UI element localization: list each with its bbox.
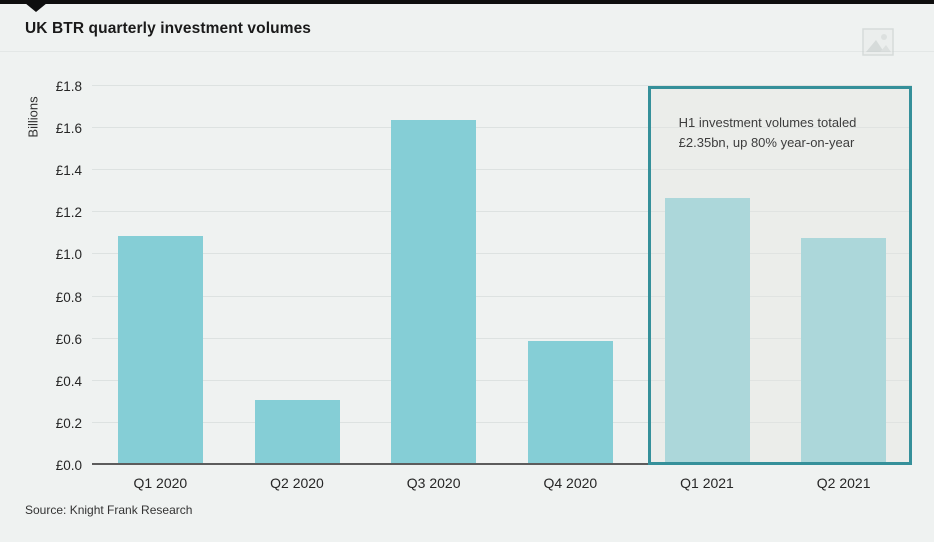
triangle-down-marker: [25, 3, 47, 12]
gridline: [92, 85, 912, 86]
image-placeholder-icon: [862, 28, 894, 56]
source-text: Source: Knight Frank Research: [25, 503, 193, 517]
bar-q1-2021: [664, 197, 750, 465]
bar-q4-2020: [527, 340, 613, 465]
x-axis-baseline: [92, 463, 912, 465]
y-tick-label: £1.4: [55, 163, 82, 179]
y-tick-label: £0.8: [55, 289, 82, 305]
x-tick-label: Q2 2021: [816, 475, 871, 491]
y-tick-label: £1.6: [55, 121, 82, 137]
bar-q1-2020: [117, 235, 203, 465]
gridline: [92, 169, 912, 171]
y-tick-label: £0.0: [55, 458, 82, 473]
highlight-box: H1 investment volumes totaled £2.35bn, u…: [647, 86, 912, 465]
gridline: [92, 127, 912, 129]
x-tick-label: Q2 2020: [270, 475, 324, 491]
gridline: [92, 295, 912, 297]
gridline: [92, 337, 912, 339]
gridline: [92, 421, 912, 423]
top-black-bar: [0, 0, 934, 4]
y-tick-label: £0.2: [55, 415, 82, 431]
x-tick-label: Q1 2021: [680, 475, 734, 491]
y-tick-label: £1.2: [55, 205, 82, 221]
annotation-text: H1 investment volumes totaled £2.35bn, u…: [678, 115, 857, 150]
x-tick-label: Q3 2020: [406, 475, 461, 491]
y-tick-label: £1.8: [55, 79, 82, 94]
x-tick-label: Q4 2020: [543, 475, 598, 491]
header-divider: [0, 51, 934, 52]
y-tick-label: £0.4: [55, 373, 82, 389]
gridline: [92, 253, 912, 255]
bar-q2-2021: [801, 237, 887, 465]
gridline: [92, 211, 912, 213]
bar-q3-2020: [391, 119, 477, 465]
y-tick-label: £1.0: [55, 247, 82, 263]
y-axis-title: Billions: [25, 96, 41, 138]
bar-q2-2020: [254, 399, 340, 465]
y-tick-label: £0.6: [55, 331, 82, 347]
plot-area: £0.0 £0.2 £0.4 £0.6 £0.8 £1.0 £1.2 £1.4 £1.6 £1.8…: [56, 79, 912, 491]
chart-title: UK BTR quarterly investment volumes: [25, 20, 312, 37]
gridline: [92, 379, 912, 381]
x-tick-label: Q1 2020: [133, 475, 188, 491]
